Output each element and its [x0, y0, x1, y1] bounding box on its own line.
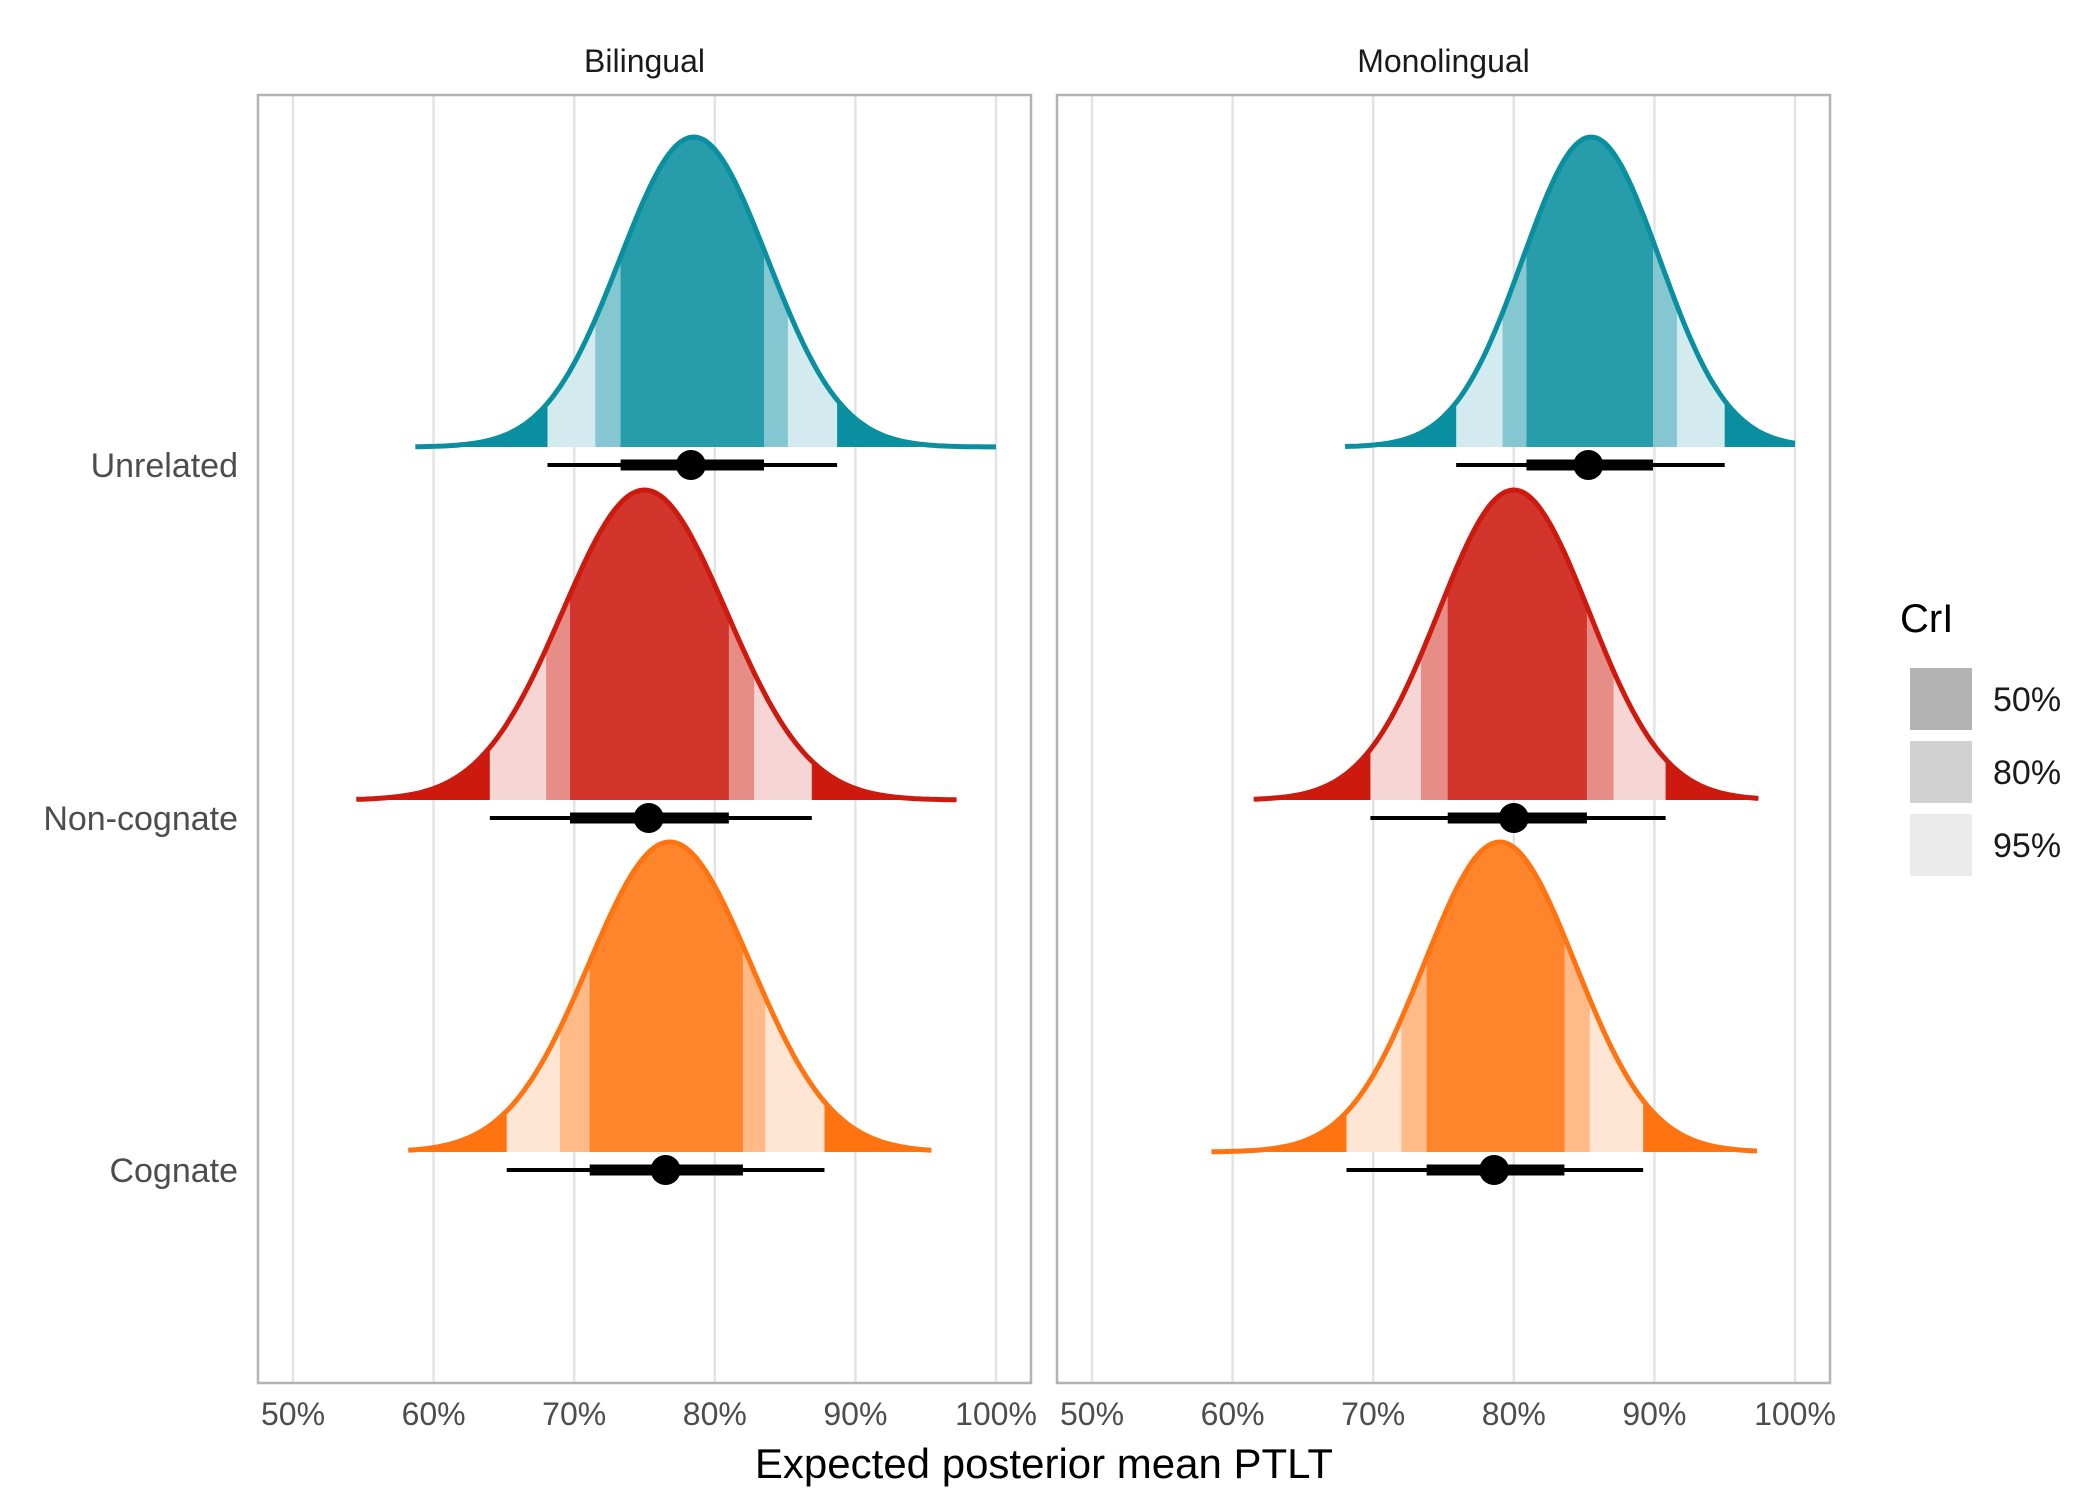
y-tick-label: Unrelated — [91, 447, 238, 485]
x-tick-label: 70% — [1341, 1396, 1405, 1432]
median-point — [633, 803, 664, 833]
x-tick-label: 70% — [542, 1396, 606, 1432]
legend-swatch — [1910, 668, 1972, 730]
median-point — [1573, 450, 1604, 480]
x-tick-label: 80% — [683, 1396, 747, 1432]
density-band-50 — [1526, 137, 1653, 447]
facet-label: Monolingual — [1357, 43, 1530, 79]
density-band-50 — [1447, 490, 1587, 800]
facet-panel-monolingual: Monolingual 50% 60% 70% 80% 90% 100% — [1055, 43, 1836, 1432]
x-axis-title: Expected posterior mean PTLT — [755, 1440, 1333, 1487]
legend-title: CrI — [1900, 597, 1953, 641]
x-tick-label: 100% — [955, 1396, 1037, 1432]
facet-panel-bilingual: Bilingual 50% 60% 70% 80% 90% 100% — [256, 43, 1037, 1432]
x-tick-label: 100% — [1754, 1396, 1836, 1432]
density-outline — [408, 839, 932, 1153]
legend-label: 50% — [1993, 681, 2061, 719]
density-non-cognate — [356, 487, 957, 833]
facet-label: Bilingual — [584, 43, 705, 79]
x-tick-label: 80% — [1482, 1396, 1546, 1432]
panel-frame — [1055, 93, 1832, 1385]
density-outline — [1345, 134, 1796, 449]
density-band-50 — [589, 842, 743, 1152]
x-tick-label: 50% — [1060, 1396, 1124, 1432]
legend-label: 95% — [1993, 827, 2061, 865]
panel-frame — [256, 93, 1033, 1385]
density-band-50 — [1426, 842, 1565, 1152]
legend-swatch — [1910, 741, 1972, 803]
x-tick-label: 50% — [261, 1396, 325, 1432]
x-tick-label: 90% — [823, 1396, 887, 1432]
density-outline — [1211, 839, 1758, 1155]
median-point — [1498, 803, 1529, 833]
x-tick-label: 60% — [402, 1396, 466, 1432]
y-tick-label: Cognate — [109, 1152, 238, 1190]
y-tick-label: Non-cognate — [43, 800, 238, 838]
density-cognate — [408, 839, 932, 1185]
density-outline — [1253, 487, 1759, 802]
x-tick-label: 60% — [1201, 1396, 1265, 1432]
legend-swatch — [1910, 814, 1972, 876]
density-band-50 — [620, 137, 764, 447]
median-point — [675, 450, 706, 480]
x-tick-label: 90% — [1622, 1396, 1686, 1432]
density-unrelated — [415, 134, 996, 480]
density-non-cognate — [1253, 487, 1759, 833]
density-outline — [356, 487, 957, 803]
density-band-50 — [570, 490, 729, 800]
density-unrelated — [1345, 134, 1796, 480]
legend-label: 80% — [1993, 754, 2061, 792]
density-cognate — [1211, 839, 1758, 1185]
legend: CrI 50% 80% 95% — [1900, 597, 2061, 876]
median-point — [650, 1155, 681, 1185]
density-outline — [415, 134, 996, 450]
median-point — [1479, 1155, 1510, 1185]
